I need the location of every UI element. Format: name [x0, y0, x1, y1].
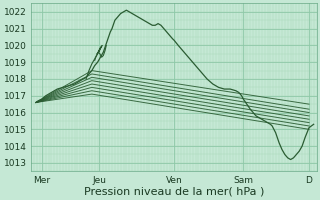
X-axis label: Pression niveau de la mer( hPa ): Pression niveau de la mer( hPa ) [84, 187, 264, 197]
